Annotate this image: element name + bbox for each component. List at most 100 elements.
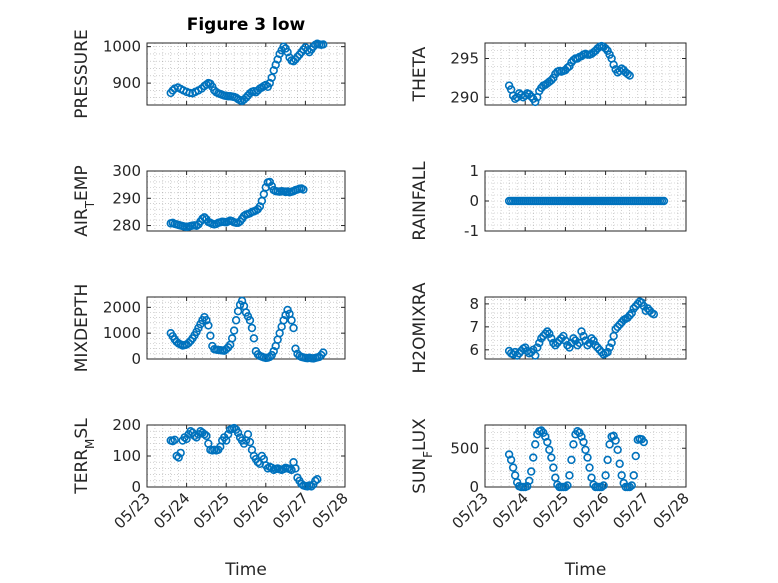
data-point <box>627 308 636 318</box>
y-axis-label: AIRTEMP <box>72 165 97 236</box>
y-tick-label: 1000 <box>103 324 141 342</box>
panel-rainfall: -1 0 1 RAINFALL <box>410 161 687 241</box>
data-point <box>603 347 612 357</box>
data-point <box>529 453 538 462</box>
panel-theta: 290 295 THETA <box>410 41 687 107</box>
data-point <box>561 482 570 492</box>
data-point <box>573 341 582 350</box>
data-point <box>319 40 328 49</box>
data-point <box>585 463 594 472</box>
data-point <box>625 71 634 80</box>
data-point <box>267 73 276 82</box>
data-point <box>227 334 237 343</box>
data-point <box>170 435 179 445</box>
y-tick-label: 6 <box>469 341 479 359</box>
y-tick-label: 7 <box>469 318 479 336</box>
data-point <box>565 471 574 480</box>
y-tick-label: 0 <box>469 478 479 496</box>
data-point <box>537 426 546 435</box>
x-tick-label: 05/26 <box>229 489 272 532</box>
y-tick-label: 1 <box>469 162 479 180</box>
data-point <box>601 471 610 480</box>
y-tick-label: 295 <box>450 50 479 68</box>
data-point <box>583 453 592 462</box>
data-point <box>659 196 669 206</box>
data-point <box>601 44 610 53</box>
data-point <box>543 327 552 336</box>
data-point <box>313 475 322 484</box>
data-point <box>229 326 239 335</box>
data-point <box>279 42 288 51</box>
data-point <box>527 467 536 476</box>
data-point <box>547 453 556 462</box>
data-point <box>231 316 241 325</box>
data-point <box>319 348 328 357</box>
data-point <box>525 89 534 99</box>
y-axis-label: RAINFALL <box>410 161 430 241</box>
y-axis-label: MIXDEPTH <box>72 284 92 373</box>
y-tick-label: 500 <box>450 439 479 457</box>
data-point <box>261 80 270 90</box>
data-point <box>299 185 308 194</box>
data-point <box>627 481 636 490</box>
figure-title: Figure 3 low <box>187 15 306 35</box>
axes-box <box>146 170 346 232</box>
data-point <box>531 351 540 360</box>
y-tick-label: 280 <box>112 217 141 235</box>
data-point <box>237 296 247 306</box>
x-tick-label: 05/28 <box>309 489 352 532</box>
y-axis-label: TERRMSL <box>72 418 97 495</box>
data-point <box>547 75 556 85</box>
data-point <box>615 459 624 468</box>
data-point <box>541 329 550 338</box>
data-point <box>617 471 626 480</box>
data-point <box>267 181 276 191</box>
data-point <box>531 97 540 107</box>
data-point <box>573 427 582 436</box>
panel-air-temp: 280 290 300 AIRTEMP <box>72 162 346 237</box>
data-point <box>281 310 290 320</box>
data-point <box>291 464 300 473</box>
data-point <box>605 343 614 352</box>
y-tick-label: 0 <box>131 350 141 368</box>
data-point <box>569 440 578 449</box>
data-point <box>567 455 576 465</box>
data-point <box>545 329 554 338</box>
data-point <box>243 430 253 439</box>
panel-h2omixra: 6 7 8 H2OMIXRA <box>410 282 687 374</box>
y-axis-label: SUNFLUX <box>410 418 435 494</box>
data-point <box>583 341 592 350</box>
y-tick-label: 0 <box>131 478 141 496</box>
data-point <box>533 343 542 352</box>
data-point <box>625 311 634 320</box>
y-tick-label: 2000 <box>103 298 141 316</box>
x-axis-label-left: Time <box>224 560 267 580</box>
y-axis-label: THETA <box>410 46 430 102</box>
data-point <box>611 436 620 445</box>
y-tick-label: 100 <box>112 447 141 465</box>
data-point <box>609 60 618 69</box>
data-point <box>245 316 255 325</box>
data-point <box>563 481 572 490</box>
data-point <box>597 482 606 492</box>
data-point <box>307 482 316 491</box>
x-tick-label: 05/25 <box>190 489 233 532</box>
data-point <box>579 331 588 341</box>
data-point <box>525 476 534 485</box>
y-tick-label: 200 <box>112 416 141 434</box>
data-point <box>206 331 215 340</box>
x-tick-label: 05/28 <box>650 489 693 532</box>
data-point <box>613 445 622 454</box>
data-point <box>545 445 554 454</box>
data-point <box>265 352 274 362</box>
panel-mixdepth: 0 1000 2000 MIXDEPTH <box>72 284 346 373</box>
data-point <box>202 316 211 325</box>
y-tick-label: 290 <box>450 88 479 106</box>
data-point <box>291 344 300 353</box>
x-tick-label: 05/26 <box>569 489 612 532</box>
data-point <box>631 451 640 461</box>
panel-sun-flux: 050005/2305/2405/2505/2605/2705/28SUNFLU… <box>410 418 693 533</box>
data-point <box>559 331 568 341</box>
data-point <box>174 453 183 462</box>
